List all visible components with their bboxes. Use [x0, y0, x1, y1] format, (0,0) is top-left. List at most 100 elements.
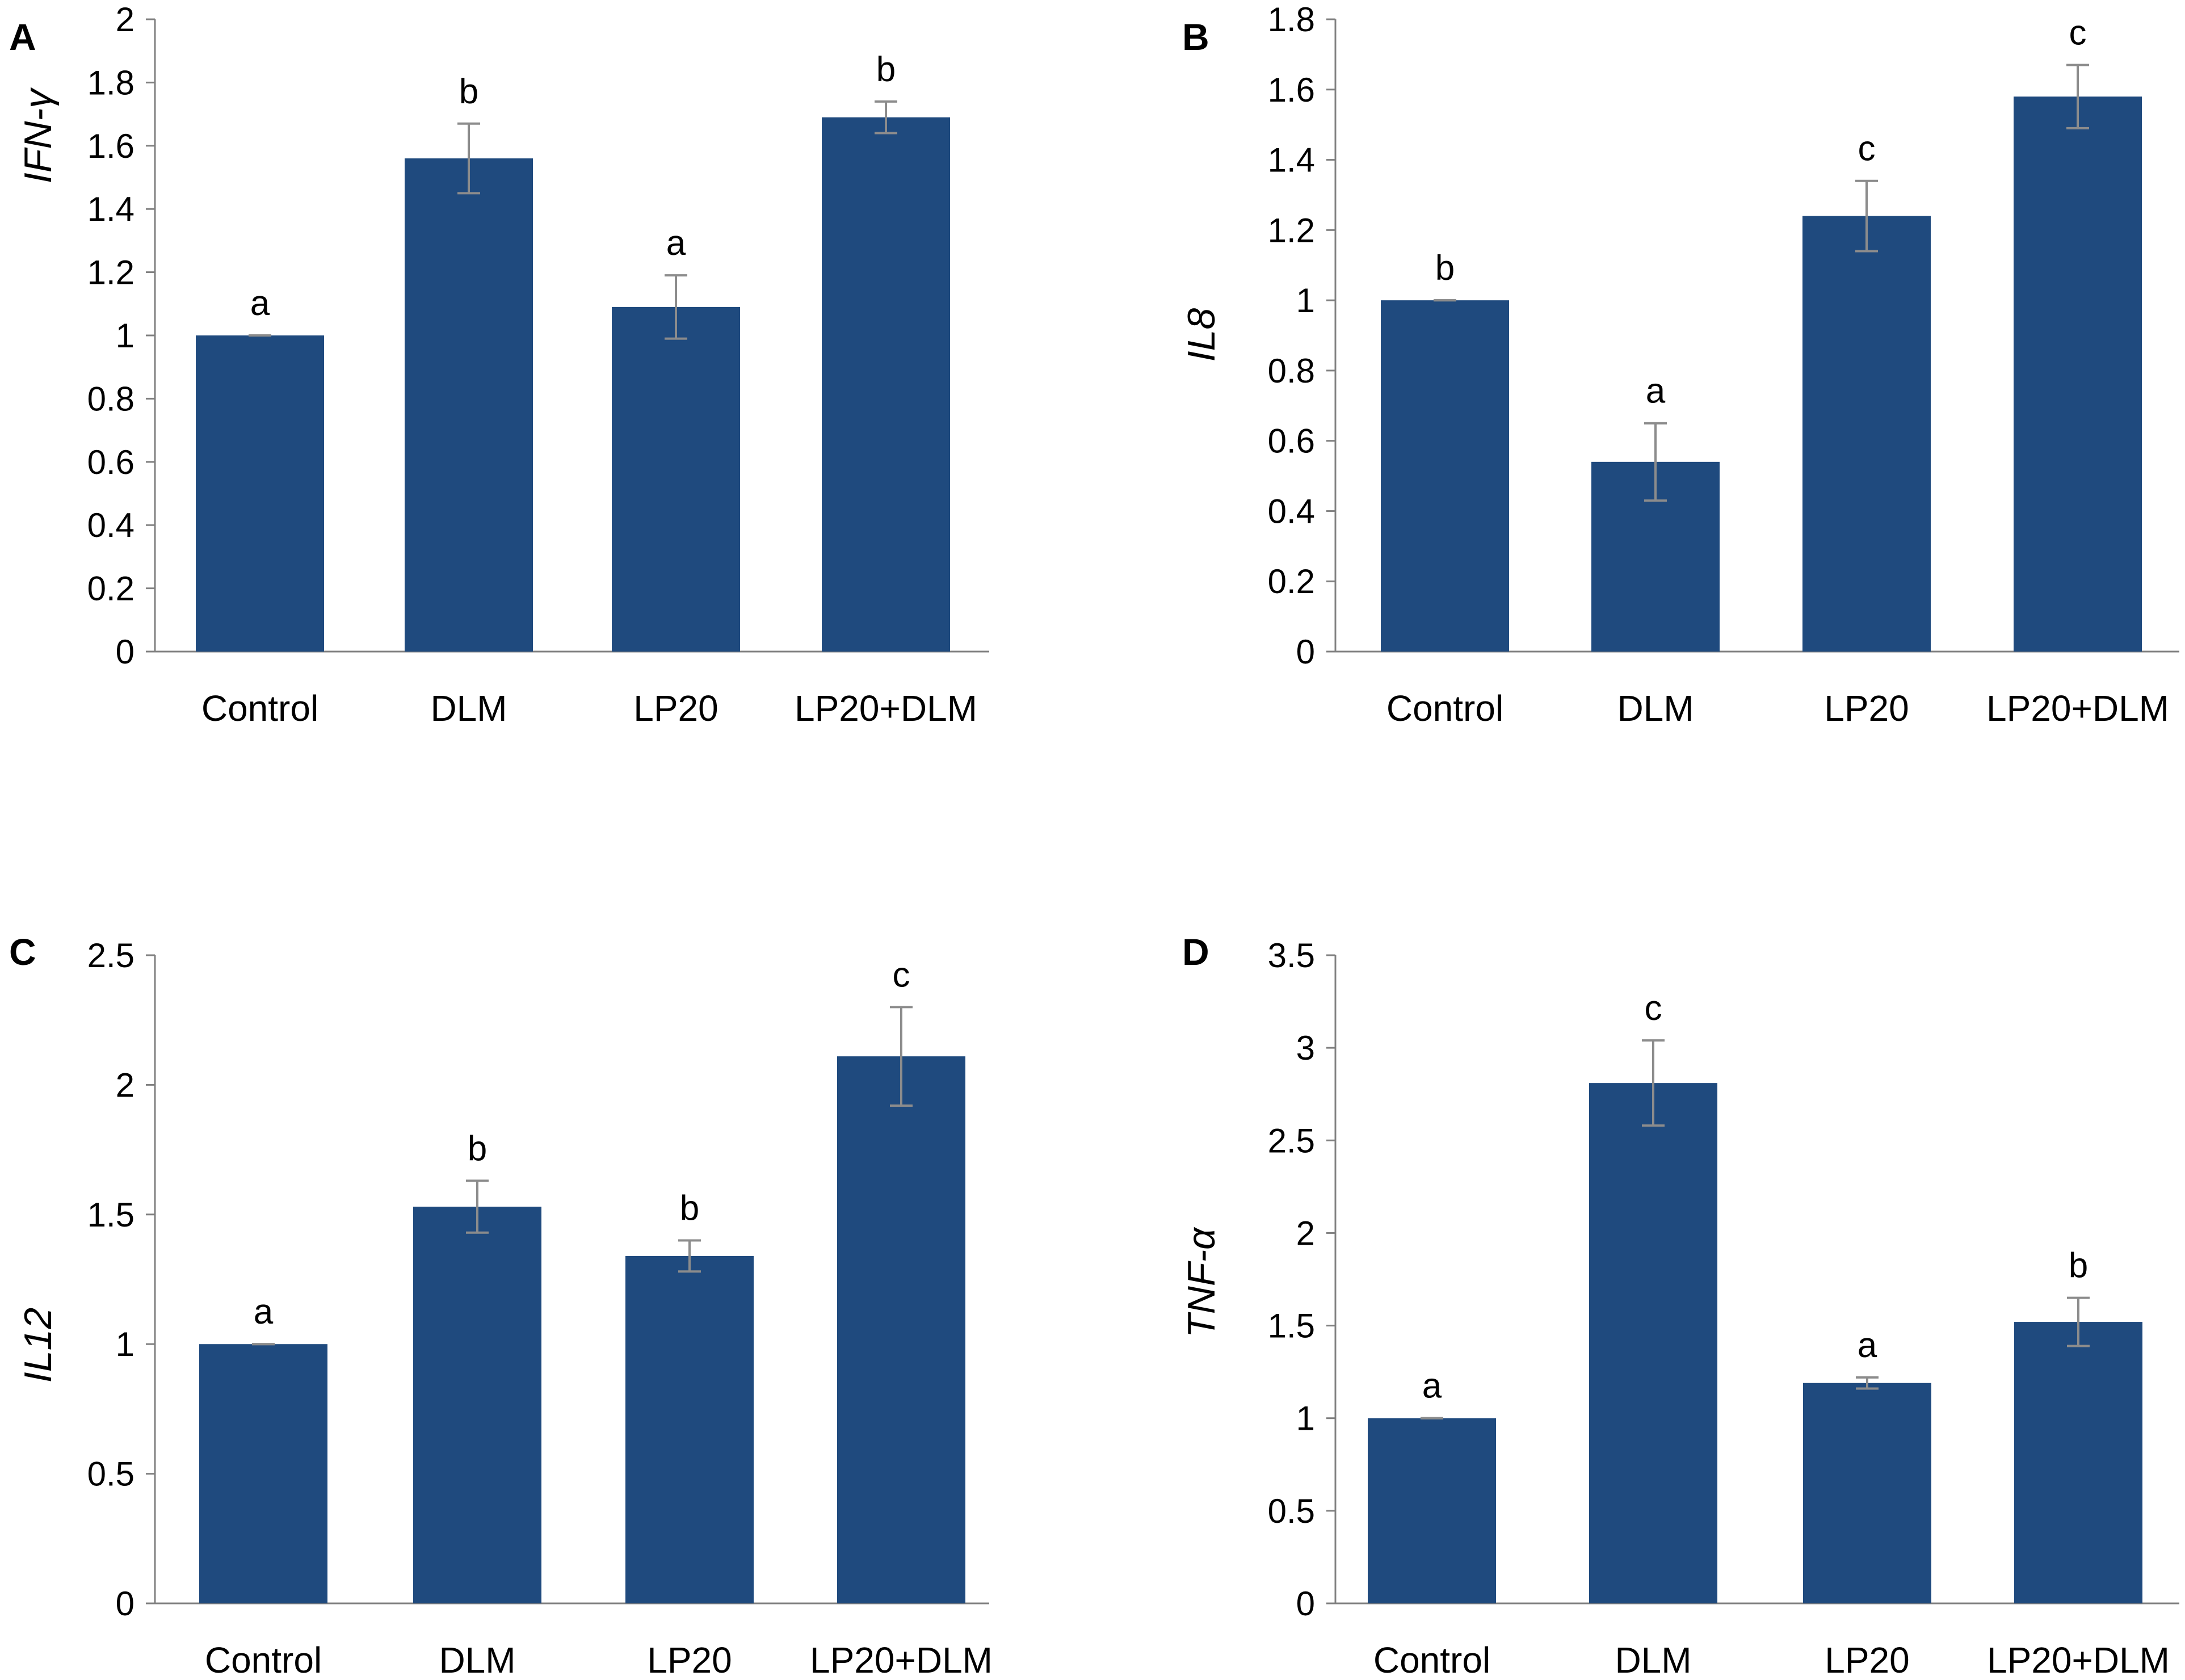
chart-panel-a: A IFN-γ 0 0.2 0.4 0.6 0.8 1 1.2 1.4 1.6 1.8 2 a Contro…: [9, 1, 989, 729]
significance-label: b: [680, 1188, 699, 1228]
significance-label: a: [1646, 372, 1666, 411]
y-tick-label: 0.6: [1268, 422, 1315, 460]
x-category-label: DLM: [439, 1640, 515, 1680]
error-bar: [875, 100, 897, 135]
y-tick-label: 1: [116, 1325, 135, 1363]
x-category-label: Control: [205, 1640, 322, 1680]
x-category-label: LP20: [1824, 688, 1909, 729]
panel-letter: D: [1182, 931, 1209, 973]
y-tick-label: 2.5: [87, 936, 135, 975]
y-tick-label: 0.5: [87, 1455, 135, 1493]
bar: [1368, 1418, 1496, 1603]
bar: [1803, 1383, 1931, 1603]
x-category-label: LP20+DLM: [810, 1640, 993, 1680]
x-category-label: LP20+DLM: [795, 688, 977, 729]
y-tick-label: 0: [116, 633, 135, 671]
chart-panel-c: C IL12 0 0.5 1 1.5 2 2.5 a Control b DLM b LP20 c LP20+…: [9, 931, 993, 1680]
error-bar: [1855, 179, 1878, 253]
y-axis-label: IFN-γ: [16, 87, 60, 183]
bar: [2014, 1322, 2142, 1603]
error-bar: [1642, 1039, 1665, 1127]
x-category-label: LP20+DLM: [1986, 688, 2169, 729]
chart-panel-d: D TNF-α 0 0.5 1 1.5 2 2.5 3 3.5 a Control c DLM a LP20 b…: [1180, 931, 2179, 1680]
y-tick-label: 0: [1296, 1585, 1315, 1623]
x-category-label: LP20+DLM: [1987, 1640, 2170, 1680]
y-tick-label: 1: [1296, 1400, 1315, 1438]
bar: [196, 335, 324, 652]
significance-label: b: [468, 1129, 487, 1168]
x-category-label: LP20: [1825, 1640, 1909, 1680]
y-tick-label: 0.2: [87, 570, 135, 608]
y-tick-label: 1.5: [1268, 1307, 1315, 1345]
y-tick-label: 0.2: [1268, 562, 1315, 600]
significance-label: c: [1858, 129, 1876, 169]
significance-label: c: [1645, 989, 1662, 1028]
y-tick-label: 0: [116, 1585, 135, 1623]
y-tick-label: 1.8: [87, 64, 135, 102]
x-category-label: DLM: [1615, 1640, 1691, 1680]
chart-panel-b: B IL8 0 0.2 0.4 0.6 0.8 1 1.2 1.4 1.6 1.8 b Control a D…: [1180, 1, 2179, 729]
bar: [612, 306, 740, 652]
y-tick-label: 2: [1296, 1214, 1315, 1252]
panel-letter: C: [9, 931, 36, 973]
bar: [822, 117, 950, 652]
y-tick-label: 1.6: [1268, 71, 1315, 109]
significance-label: b: [876, 50, 896, 89]
error-bar: [1856, 1376, 1879, 1390]
significance-label: a: [1422, 1367, 1442, 1406]
significance-label: b: [2069, 1246, 2088, 1286]
y-tick-label: 1.5: [87, 1196, 135, 1234]
bar: [1381, 300, 1509, 652]
significance-label: c: [2069, 13, 2087, 52]
error-bar: [2067, 1296, 2090, 1347]
y-tick-label: 0.6: [87, 443, 135, 481]
y-tick-label: 0.4: [1268, 492, 1315, 530]
significance-label: c: [893, 955, 910, 994]
y-tick-label: 1: [1296, 282, 1315, 320]
y-tick-label: 2: [116, 1066, 135, 1104]
x-category-label: Control: [201, 688, 318, 729]
significance-label: a: [250, 284, 270, 323]
y-tick-label: 1.8: [1268, 1, 1315, 39]
error-bar: [466, 1179, 489, 1234]
y-tick-label: 2: [116, 1, 135, 39]
error-bar: [890, 1006, 913, 1107]
x-category-label: LP20: [633, 688, 718, 729]
y-axis-label: IL8: [1180, 308, 1223, 362]
y-tick-label: 0.8: [1268, 352, 1315, 390]
panel-letter: B: [1182, 16, 1209, 58]
bar: [413, 1207, 541, 1603]
x-category-label: DLM: [1617, 688, 1694, 729]
panel-letter: A: [9, 16, 36, 58]
y-axis-label: TNF-α: [1180, 1227, 1223, 1338]
bar: [625, 1255, 754, 1603]
bar: [837, 1056, 965, 1603]
y-tick-label: 1.2: [87, 254, 135, 292]
significance-label: a: [254, 1292, 274, 1332]
x-category-label: LP20: [647, 1640, 732, 1680]
y-tick-label: 1.2: [1268, 211, 1315, 249]
y-tick-label: 0.5: [1268, 1492, 1315, 1530]
y-tick-label: 0.4: [87, 506, 135, 544]
x-category-label: Control: [1373, 1640, 1490, 1680]
y-tick-label: 3: [1296, 1029, 1315, 1067]
significance-label: b: [1435, 249, 1455, 288]
y-tick-label: 1.4: [87, 190, 135, 228]
y-tick-label: 2.5: [1268, 1122, 1315, 1160]
y-tick-label: 1.4: [1268, 141, 1315, 179]
y-tick-label: 3.5: [1268, 936, 1315, 975]
y-tick-label: 0: [1296, 633, 1315, 671]
y-axis-label: IL12: [16, 1308, 60, 1383]
significance-label: a: [1858, 1326, 1877, 1365]
y-tick-label: 1.6: [87, 127, 135, 165]
error-bar: [2066, 64, 2089, 129]
x-category-label: Control: [1386, 688, 1503, 729]
bar: [1802, 216, 1931, 652]
significance-label: a: [666, 224, 686, 263]
error-bar: [1644, 422, 1667, 502]
y-tick-label: 1: [116, 317, 135, 355]
error-bar: [665, 274, 687, 340]
bar: [1589, 1083, 1717, 1603]
bar: [2014, 96, 2142, 652]
